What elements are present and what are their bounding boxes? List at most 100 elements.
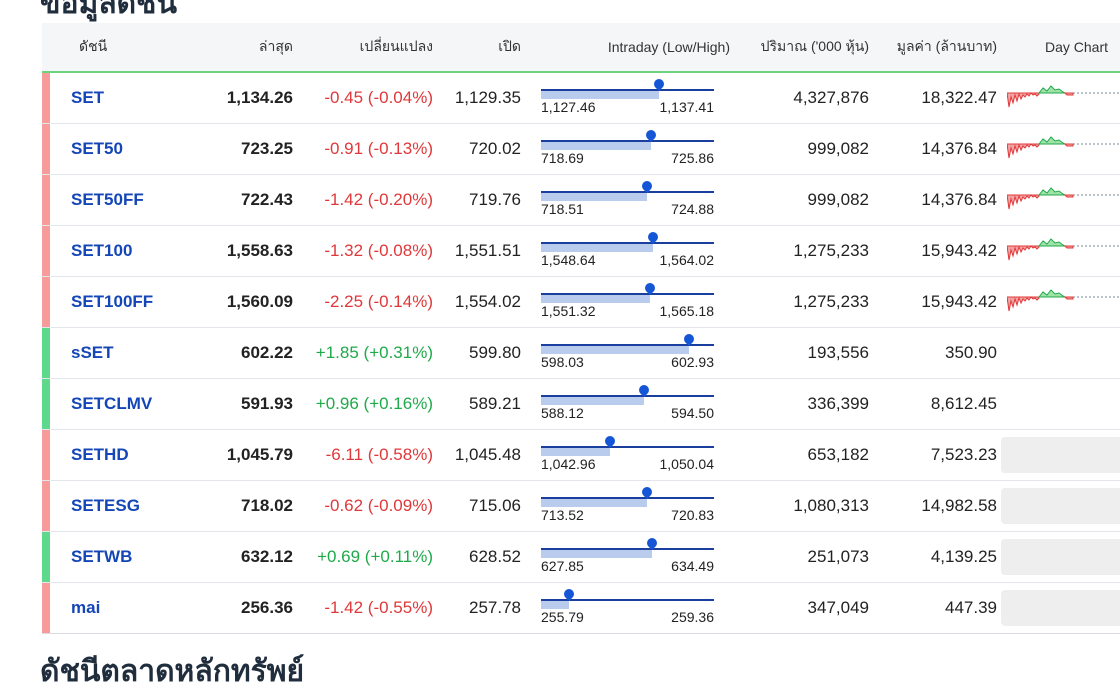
table-row[interactable]: SET50FF 722.43 -1.42 (-0.20%) 719.76 718.51 7… bbox=[42, 174, 1120, 226]
range-track bbox=[541, 446, 714, 448]
intraday-high: 1,050.04 bbox=[659, 456, 715, 472]
direction-strip bbox=[42, 378, 50, 430]
chart-tail-area bbox=[1063, 143, 1074, 147]
last-price: 1,560.09 bbox=[198, 276, 293, 328]
table-row[interactable]: SETHD 1,045.79 -6.11 (-0.58%) 1,045.48 1,042… bbox=[42, 429, 1120, 481]
range-fill bbox=[541, 499, 648, 507]
header-day-chart: Day Chart bbox=[997, 23, 1120, 73]
intraday-low: 598.03 bbox=[541, 354, 584, 370]
volume: 653,182 bbox=[746, 429, 869, 481]
price-change: +1.85 (+0.31%) bbox=[293, 327, 433, 379]
intraday-range-bar: 1,042.96 1,050.04 bbox=[541, 433, 715, 475]
table-header-row: ดัชนี ล่าสุด เปลี่ยนแปลง เปิด Intraday (… bbox=[42, 23, 1120, 73]
range-track bbox=[541, 395, 714, 397]
day-chart-cell[interactable] bbox=[997, 72, 1120, 124]
table-row[interactable]: SETWB 632.12 +0.69 (+0.11%) 628.52 627.85 634… bbox=[42, 531, 1120, 583]
intraday-high: 594.50 bbox=[671, 405, 714, 421]
day-chart-cell[interactable] bbox=[997, 276, 1120, 328]
chart-positive-area bbox=[1037, 238, 1066, 247]
mini-day-chart[interactable] bbox=[1007, 287, 1120, 317]
intraday-low: 588.12 bbox=[541, 405, 584, 421]
mini-day-chart[interactable] bbox=[1007, 185, 1120, 215]
intraday-high: 724.88 bbox=[671, 201, 714, 217]
open-price: 1,129.35 bbox=[433, 72, 521, 124]
intraday-range-bar: 255.79 259.36 bbox=[541, 586, 714, 628]
range-track bbox=[541, 344, 714, 346]
trade-value: 14,376.84 bbox=[869, 174, 997, 226]
trade-value: 18,322.47 bbox=[869, 72, 997, 124]
bottom-section-title: ดัชนีตลาดหลักทรัพย์ bbox=[40, 654, 305, 689]
intraday-low: 713.52 bbox=[541, 507, 584, 523]
direction-strip bbox=[42, 225, 50, 277]
intraday-range: 1,127.46 1,137.41 bbox=[521, 72, 746, 124]
index-name-cell: SETHD bbox=[50, 429, 198, 481]
intraday-range: 598.03 602.93 bbox=[521, 327, 746, 379]
index-name-cell: mai bbox=[50, 582, 198, 634]
table-row[interactable]: SET 1,134.26 -0.45 (-0.04%) 1,129.35 1,127.4… bbox=[42, 72, 1120, 124]
volume: 251,073 bbox=[746, 531, 869, 583]
mini-day-chart[interactable] bbox=[1007, 134, 1120, 164]
mini-day-chart[interactable] bbox=[1007, 83, 1120, 113]
intraday-low: 1,551.32 bbox=[541, 303, 596, 319]
index-name-cell: SET50 bbox=[50, 123, 198, 175]
volume: 1,275,233 bbox=[746, 276, 869, 328]
index-link[interactable]: mai bbox=[71, 598, 101, 617]
day-chart-cell[interactable] bbox=[997, 225, 1120, 277]
table-row[interactable]: SETCLMV 591.93 +0.96 (+0.16%) 589.21 588.12 5… bbox=[42, 378, 1120, 430]
index-link[interactable]: SET100 bbox=[71, 241, 133, 260]
intraday-low: 1,548.64 bbox=[541, 252, 596, 268]
table-row[interactable]: SET100 1,558.63 -1.32 (-0.08%) 1,551.51 1,54… bbox=[42, 225, 1120, 277]
range-fill bbox=[541, 346, 689, 354]
trade-value: 14,376.84 bbox=[869, 123, 997, 175]
intraday-high: 1,564.02 bbox=[659, 252, 715, 268]
index-link[interactable]: sSET bbox=[71, 343, 114, 362]
day-chart-cell[interactable] bbox=[997, 123, 1120, 175]
last-price: 256.36 bbox=[198, 582, 293, 634]
index-link[interactable]: SET bbox=[71, 88, 105, 107]
chart-negative-area bbox=[1007, 194, 1040, 210]
index-name-cell: SETESG bbox=[50, 480, 198, 532]
price-change: -1.42 (-0.55%) bbox=[293, 582, 433, 634]
day-chart-cell[interactable] bbox=[997, 174, 1120, 226]
price-change: -0.45 (-0.04%) bbox=[293, 72, 433, 124]
index-link[interactable]: SET100FF bbox=[71, 292, 154, 311]
last-price: 1,045.79 bbox=[198, 429, 293, 481]
trade-value: 7,523.23 bbox=[869, 429, 997, 481]
index-link[interactable]: SET50 bbox=[71, 139, 123, 158]
index-link[interactable]: SETHD bbox=[71, 445, 129, 464]
last-price: 591.93 bbox=[198, 378, 293, 430]
range-fill bbox=[541, 601, 569, 609]
index-name-cell: SET100 bbox=[50, 225, 198, 277]
direction-indicator bbox=[42, 379, 50, 429]
range-track bbox=[541, 242, 714, 244]
intraday-range-bar: 627.85 634.49 bbox=[541, 535, 714, 577]
trade-value: 447.39 bbox=[869, 582, 997, 634]
range-fill bbox=[541, 244, 654, 252]
header-last: ล่าสุด bbox=[198, 23, 293, 73]
table-row[interactable]: mai 256.36 -1.42 (-0.55%) 257.78 255.79 259.3… bbox=[42, 582, 1120, 634]
index-link[interactable]: SETESG bbox=[71, 496, 140, 515]
intraday-range-bar: 598.03 602.93 bbox=[541, 331, 714, 373]
table-row[interactable]: SET100FF 1,560.09 -2.25 (-0.14%) 1,554.02 1,… bbox=[42, 276, 1120, 328]
direction-strip bbox=[42, 174, 50, 226]
volume: 1,080,313 bbox=[746, 480, 869, 532]
table-row[interactable]: sSET 602.22 +1.85 (+0.31%) 599.80 598.03 602.… bbox=[42, 327, 1120, 379]
volume: 336,399 bbox=[746, 378, 869, 430]
intraday-range: 718.69 725.86 bbox=[521, 123, 746, 175]
last-price: 632.12 bbox=[198, 531, 293, 583]
table-row[interactable]: SET50 723.25 -0.91 (-0.13%) 720.02 718.69 725… bbox=[42, 123, 1120, 175]
header-change: เปลี่ยนแปลง bbox=[293, 23, 433, 73]
index-link[interactable]: SET50FF bbox=[71, 190, 144, 209]
price-change: -2.25 (-0.14%) bbox=[293, 276, 433, 328]
chart-positive-area bbox=[1037, 187, 1066, 196]
index-link[interactable]: SETCLMV bbox=[71, 394, 153, 413]
direction-strip bbox=[42, 531, 50, 583]
index-link[interactable]: SETWB bbox=[71, 547, 133, 566]
chart-positive-area bbox=[1037, 289, 1066, 298]
index-name-cell: sSET bbox=[50, 327, 198, 379]
intraday-range-bar: 713.52 720.83 bbox=[541, 484, 714, 526]
table-row[interactable]: SETESG 718.02 -0.62 (-0.09%) 715.06 713.52 72… bbox=[42, 480, 1120, 532]
price-change: -0.91 (-0.13%) bbox=[293, 123, 433, 175]
mini-day-chart[interactable] bbox=[1007, 236, 1120, 266]
chart-negative-area bbox=[1007, 296, 1040, 312]
